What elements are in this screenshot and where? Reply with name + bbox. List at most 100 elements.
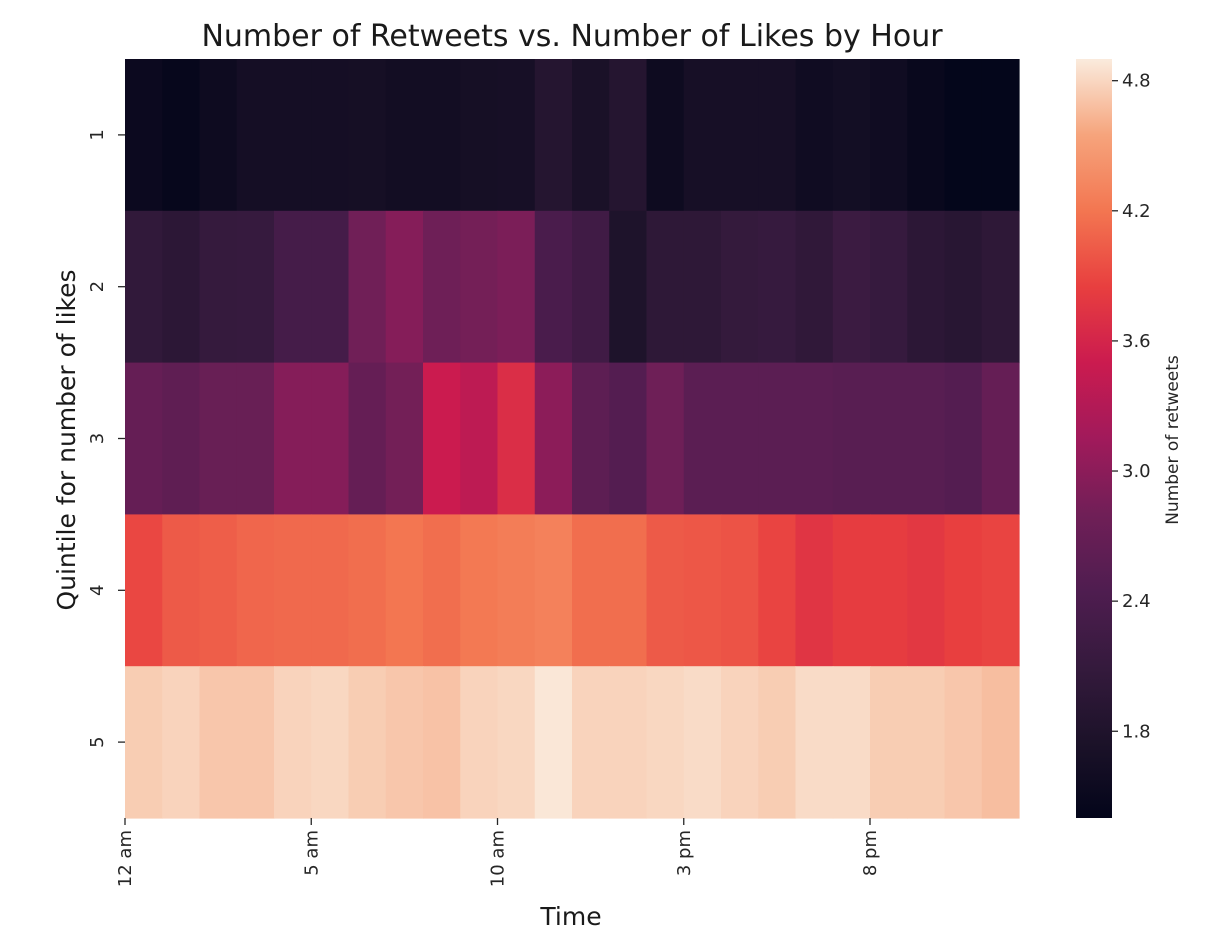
heatmap-cell xyxy=(721,666,759,819)
heatmap-cell xyxy=(162,666,201,819)
colorbar-tick-label: 1.8 xyxy=(1122,721,1151,742)
heatmap-cell xyxy=(236,362,275,515)
heatmap-cell xyxy=(683,666,722,819)
heatmap-cell xyxy=(944,362,983,515)
heatmap-cell xyxy=(944,666,983,819)
heatmap-cell xyxy=(534,210,573,364)
heatmap-cell xyxy=(870,210,908,364)
heatmap-cell xyxy=(423,59,461,212)
heatmap-cell xyxy=(497,59,536,212)
heatmap-cell xyxy=(534,59,573,212)
y-tick-label: 1 xyxy=(87,129,108,140)
heatmap-cell xyxy=(199,666,238,819)
heatmap-cell xyxy=(497,514,536,667)
heatmap-cell xyxy=(609,59,648,212)
heatmap-cell xyxy=(497,666,536,819)
heatmap-cell xyxy=(311,59,350,212)
heatmap-cell xyxy=(311,514,350,667)
heatmap-cells xyxy=(125,59,1020,819)
heatmap-cell xyxy=(944,210,983,364)
y-tick-label: 3 xyxy=(87,433,108,444)
heatmap-cell xyxy=(534,666,573,819)
heatmap-cell xyxy=(795,59,834,212)
heatmap-cell xyxy=(385,514,424,667)
heatmap-cell xyxy=(497,210,536,364)
heatmap-cell xyxy=(534,362,573,515)
heatmap-cell xyxy=(758,210,797,364)
colorbar-tick-label: 4.2 xyxy=(1122,201,1151,222)
heatmap-cell xyxy=(832,59,871,212)
heatmap-cell xyxy=(162,514,201,667)
colorbar-tick-label: 3.6 xyxy=(1122,331,1151,352)
heatmap-cell xyxy=(311,210,350,364)
heatmap-cell xyxy=(460,210,499,364)
x-tick-label: 5 am xyxy=(301,830,322,876)
heatmap-cell xyxy=(348,362,387,515)
heatmap-cell xyxy=(944,514,983,667)
colorbar-tick-label: 2.4 xyxy=(1122,591,1151,612)
heatmap-cell xyxy=(236,514,275,667)
heatmap-cell xyxy=(609,514,648,667)
heatmap-cell xyxy=(311,362,350,515)
heatmap-cell xyxy=(572,514,610,667)
heatmap-cell xyxy=(907,59,946,212)
heatmap-cell xyxy=(832,210,871,364)
heatmap-cell xyxy=(944,59,983,212)
heatmap-cell xyxy=(348,210,387,364)
heatmap-cell xyxy=(795,666,834,819)
heatmap-cell xyxy=(348,59,387,212)
heatmap-cell xyxy=(646,59,685,212)
heatmap-cell xyxy=(274,59,312,212)
heatmap-cell xyxy=(125,514,163,667)
heatmap-cell xyxy=(385,362,424,515)
y-tick-label: 5 xyxy=(87,736,108,747)
heatmap-cell xyxy=(423,362,461,515)
heatmap-cell xyxy=(460,59,499,212)
x-tick-label: 3 pm xyxy=(674,830,695,876)
heatmap-cell xyxy=(907,362,946,515)
heatmap-cell xyxy=(832,666,871,819)
heatmap-cell xyxy=(199,362,238,515)
heatmap-cell xyxy=(460,514,499,667)
heatmap-cell xyxy=(981,666,1020,819)
colorbar xyxy=(1076,59,1112,818)
heatmap-cell xyxy=(460,362,499,515)
heatmap-cell xyxy=(199,210,238,364)
heatmap-cell xyxy=(534,514,573,667)
heatmap-cell xyxy=(125,362,163,515)
heatmap-cell xyxy=(125,59,163,212)
heatmap-cell xyxy=(795,210,834,364)
heatmap-cell xyxy=(236,666,275,819)
heatmap-cell xyxy=(907,210,946,364)
heatmap-cell xyxy=(907,666,946,819)
colorbar-ticks: 1.8 2.4 3.0 3.6 4.2 4.8 xyxy=(1112,71,1151,742)
heatmap-cell xyxy=(348,666,387,819)
heatmap-cell xyxy=(981,59,1020,212)
x-axis-ticks: 12 am 5 am 10 am 3 pm 8 pm xyxy=(115,818,881,887)
heatmap-cell xyxy=(497,362,536,515)
x-axis-label: Time xyxy=(539,902,601,931)
heatmap-cell xyxy=(311,666,350,819)
heatmap-cell xyxy=(721,362,759,515)
colorbar-tick-label: 3.0 xyxy=(1122,461,1151,482)
y-tick-label: 2 xyxy=(87,281,108,292)
heatmap-cell xyxy=(162,210,201,364)
heatmap-cell xyxy=(683,362,722,515)
heatmap-cell xyxy=(609,362,648,515)
heatmap-cell xyxy=(981,514,1020,667)
x-tick-label: 8 pm xyxy=(860,830,881,876)
heatmap-cell xyxy=(870,514,908,667)
heatmap-cell xyxy=(721,59,759,212)
heatmap-cell xyxy=(758,362,797,515)
heatmap-cell xyxy=(609,666,648,819)
heatmap-cell xyxy=(683,59,722,212)
heatmap-cell xyxy=(199,59,238,212)
heatmap-cell xyxy=(162,59,201,212)
heatmap-cell xyxy=(572,362,610,515)
y-axis-ticks: 1 2 3 4 5 xyxy=(87,129,125,748)
heatmap-cell xyxy=(385,210,424,364)
heatmap-cell xyxy=(423,666,461,819)
heatmap-cell xyxy=(981,362,1020,515)
heatmap-cell xyxy=(572,210,610,364)
